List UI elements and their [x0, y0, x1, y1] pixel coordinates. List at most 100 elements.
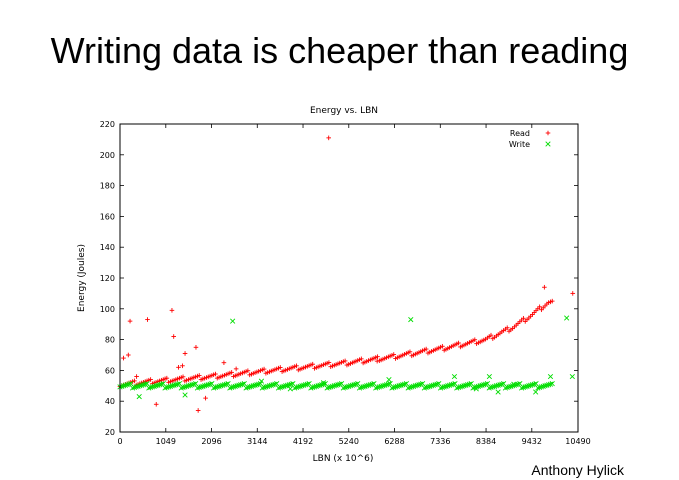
write-point: [333, 382, 339, 388]
write-point: [155, 382, 161, 388]
write-outlier-point: [258, 378, 265, 384]
read-point: [423, 346, 429, 352]
write-point: [277, 384, 283, 391]
read-point: [537, 304, 542, 310]
read-outlier-point: [193, 345, 199, 350]
read-outlier-point: [127, 318, 133, 324]
read-point: [294, 363, 299, 369]
write-point: [292, 385, 298, 391]
write-point: [326, 384, 332, 391]
write-point: [317, 382, 323, 388]
write-point: [457, 384, 464, 390]
write-point: [189, 382, 195, 388]
write-point: [432, 382, 438, 388]
write-point: [528, 382, 534, 388]
read-outlier-point: [221, 360, 227, 365]
read-outlier-point: [570, 291, 576, 296]
y-tick-label: 140: [100, 243, 115, 252]
x-tick-label: 0: [117, 437, 122, 446]
write-point: [254, 382, 260, 388]
write-point: [535, 385, 541, 391]
x-tick-label: 3144: [247, 437, 267, 446]
write-point: [544, 382, 550, 388]
write-point: [421, 385, 427, 391]
x-tick-label: 1049: [156, 437, 176, 446]
write-point: [502, 385, 509, 391]
legend-label-read: Read: [510, 129, 530, 138]
write-outlier-point: [473, 386, 479, 392]
write-point: [365, 382, 372, 388]
write-point: [362, 383, 368, 389]
read-point: [196, 373, 202, 378]
write-point: [270, 382, 276, 388]
write-point: [185, 383, 192, 389]
write-outlier-point: [533, 389, 539, 395]
write-point: [140, 382, 147, 388]
write-point: [400, 382, 406, 388]
write-point: [367, 382, 373, 388]
write-point: [409, 384, 415, 390]
slide-title: Writing data is cheaper than reading: [50, 30, 629, 71]
write-point: [446, 382, 453, 388]
write-point: [331, 383, 337, 389]
write-point: [410, 383, 417, 389]
write-point: [315, 383, 321, 389]
x-tick-label: 4192: [293, 437, 313, 446]
write-outlier-point: [547, 373, 554, 380]
write-point: [324, 385, 330, 391]
write-point: [356, 385, 363, 391]
read-outlier-point: [180, 363, 185, 369]
write-point: [295, 384, 301, 390]
write-point: [313, 383, 319, 389]
write-point: [302, 382, 309, 388]
y-axis-label: Energy (Joules): [77, 244, 87, 312]
write-point: [459, 383, 465, 389]
x-tick-label: 10490: [565, 437, 590, 446]
write-point: [169, 383, 175, 389]
x-tick-label: 9432: [522, 437, 542, 446]
read-outlier-point: [203, 395, 208, 401]
write-point: [529, 382, 536, 388]
write-point: [445, 383, 451, 389]
write-point: [376, 384, 382, 390]
write-point: [310, 384, 316, 391]
write-point: [153, 383, 159, 389]
write-point: [506, 384, 512, 390]
write-point: [486, 385, 492, 391]
write-point: [407, 384, 413, 391]
y-tick-label: 100: [100, 305, 115, 314]
write-point: [203, 382, 210, 388]
write-point: [504, 384, 510, 391]
write-point: [347, 383, 354, 389]
write-point: [470, 385, 476, 391]
write-point: [473, 384, 480, 390]
legend: Read Write: [509, 129, 551, 149]
read-point: [326, 360, 332, 365]
write-point: [138, 382, 145, 388]
read-outlier-point: [153, 401, 159, 407]
write-point: [297, 383, 303, 389]
write-point: [508, 383, 514, 389]
read-point: [277, 365, 283, 370]
write-point: [214, 384, 220, 390]
write-point: [491, 383, 498, 389]
write-point: [378, 383, 384, 389]
write-point: [162, 385, 168, 391]
write-point: [131, 384, 138, 391]
write-point: [488, 384, 494, 391]
write-point: [414, 382, 420, 388]
read-point: [164, 375, 170, 381]
write-point: [520, 384, 527, 391]
read-point: [391, 352, 397, 357]
write-point: [479, 382, 485, 388]
write-point: [342, 384, 348, 391]
write-point: [374, 384, 381, 391]
write-point: [392, 384, 399, 390]
write-point: [382, 382, 388, 388]
write-point: [250, 383, 256, 389]
y-tick-label: 160: [100, 212, 115, 221]
write-point: [283, 383, 289, 389]
write-point: [137, 383, 143, 389]
write-point: [147, 384, 154, 391]
read-outlier-point: [195, 408, 201, 413]
